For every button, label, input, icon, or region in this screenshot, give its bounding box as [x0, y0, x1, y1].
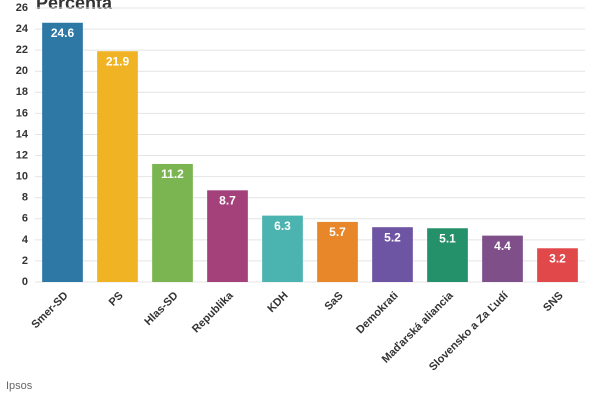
bar — [207, 190, 248, 282]
value-label: 5.2 — [384, 230, 401, 244]
bar — [537, 248, 578, 282]
value-label: 6.3 — [274, 219, 291, 233]
bar — [152, 163, 193, 282]
bar — [372, 227, 413, 282]
x-tick-label: PS — [107, 290, 126, 309]
value-label: 5.1 — [439, 231, 456, 245]
bar — [42, 22, 83, 282]
x-tick-label: Hlas-SD — [142, 290, 180, 328]
bar — [317, 221, 358, 282]
y-tick-label: 14 — [16, 128, 29, 140]
y-tick-label: 0 — [22, 276, 28, 288]
value-label: 3.2 — [549, 251, 566, 265]
y-tick-label: 10 — [16, 171, 28, 183]
x-tick-label: KDH — [265, 290, 290, 315]
y-tick-label: 26 — [16, 2, 28, 14]
source: Ipsos — [6, 380, 33, 392]
value-label: 8.7 — [219, 193, 236, 207]
value-label: 21.9 — [106, 54, 130, 68]
y-tick-label: 6 — [22, 213, 28, 225]
value-label: 24.6 — [51, 26, 75, 40]
value-label: 5.7 — [329, 225, 346, 239]
x-tick-label: SaS — [322, 290, 345, 313]
bar — [482, 235, 523, 282]
value-label: 4.4 — [494, 239, 511, 253]
value-label: 11.2 — [161, 167, 184, 181]
y-tick-label: 16 — [16, 107, 28, 119]
y-tick-label: 20 — [16, 65, 28, 77]
bar — [97, 51, 138, 283]
bar — [262, 215, 303, 282]
chart-title: Percenta — [36, 0, 113, 13]
y-tick-label: 8 — [22, 192, 28, 204]
y-tick-label: 12 — [16, 149, 28, 161]
y-tick-label: 22 — [16, 44, 28, 56]
y-tick-label: 2 — [22, 255, 28, 267]
x-tick-label: Demokrati — [354, 290, 401, 337]
y-tick-label: 18 — [16, 86, 28, 98]
x-tick-label: Smer-SD — [29, 290, 70, 331]
y-tick-label: 24 — [16, 23, 29, 35]
x-tick-label: SNS — [541, 290, 565, 314]
y-tick-label: 4 — [22, 234, 29, 246]
x-tick-label: Republika — [190, 289, 236, 335]
bar — [427, 228, 468, 282]
